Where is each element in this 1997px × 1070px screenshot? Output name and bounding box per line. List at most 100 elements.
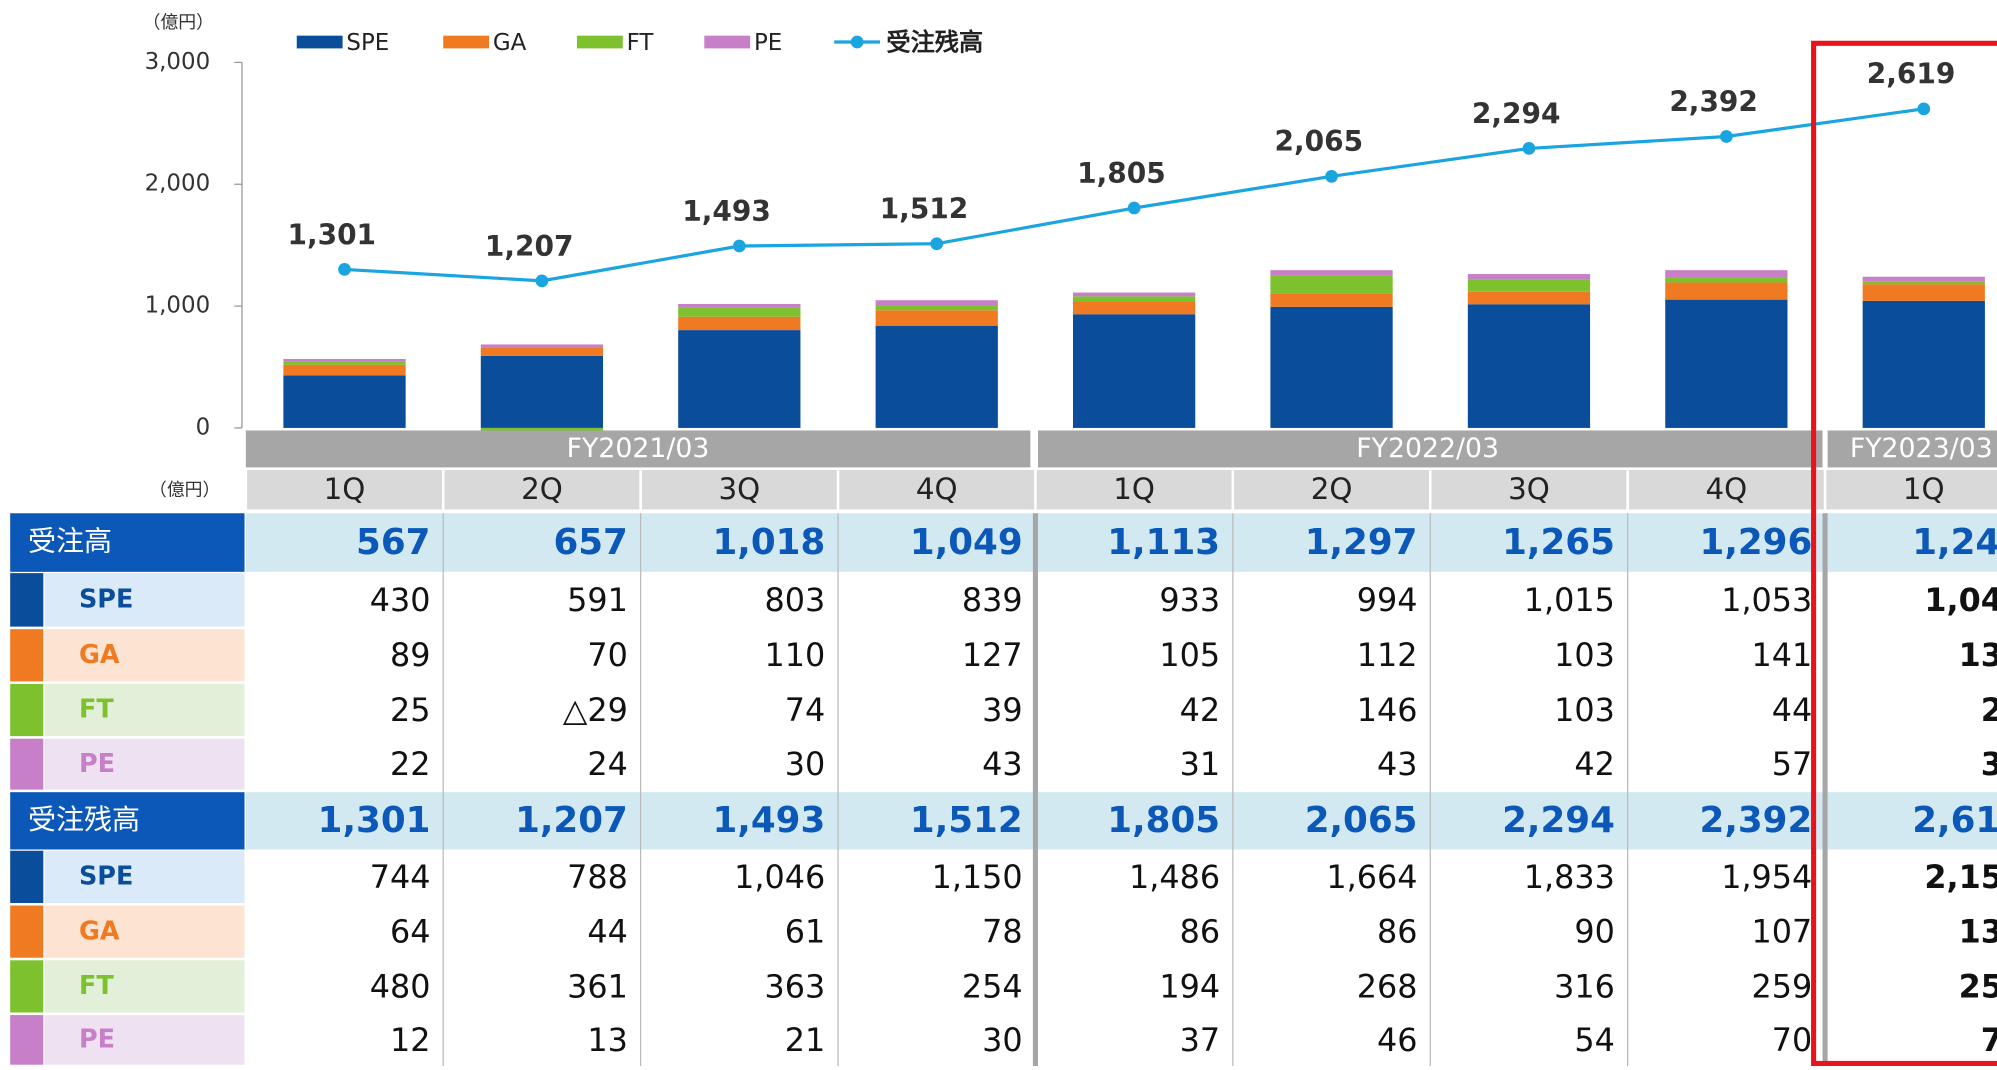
bar — [1862, 281, 1985, 285]
table-cell: 1,493 — [712, 800, 825, 841]
x-tick-label: 3Q — [1508, 472, 1550, 506]
table-cell: 254 — [962, 967, 1023, 1005]
data-label: 1,493 — [682, 195, 771, 228]
line-point — [535, 274, 549, 288]
bar — [1073, 301, 1196, 315]
y-tick-label: 1,000 — [145, 293, 211, 319]
group-header-label: FY2021/03 — [567, 433, 710, 464]
line-point — [1917, 102, 1931, 116]
group-header-label: FY2023/03 — [1850, 433, 1993, 464]
bar — [1270, 270, 1393, 276]
table-cell: 25 — [390, 691, 431, 729]
bar — [480, 355, 604, 428]
data-label: 1,512 — [880, 193, 969, 226]
row-header — [44, 683, 245, 737]
row-header — [44, 850, 245, 903]
table-cell: 1,265 — [1502, 522, 1615, 563]
table-cell: 1,486 — [1129, 858, 1220, 896]
row-header — [10, 513, 245, 572]
x-tick-label: 4Q — [1706, 472, 1748, 506]
data-label: 2,065 — [1275, 125, 1364, 158]
bar — [1467, 279, 1591, 292]
table-cell: 567 — [356, 522, 430, 563]
legend-swatch — [443, 35, 490, 49]
line-point — [930, 237, 944, 251]
bar — [283, 364, 406, 376]
row-strip — [10, 738, 44, 790]
table-cell: 1,297 — [1305, 522, 1418, 563]
table-cell: 1,049 — [910, 522, 1023, 563]
table-cell: 194 — [1159, 967, 1220, 1005]
table-cell: 361 — [567, 967, 628, 1005]
group-header — [1827, 430, 1997, 468]
table-cell: 74 — [785, 691, 826, 729]
table-cell: 39 — [982, 691, 1023, 729]
table-cell: 1,301 — [318, 800, 431, 841]
table-cell: 103 — [1554, 691, 1615, 729]
row-label: SPE — [79, 585, 133, 615]
row-label: SPE — [79, 862, 133, 892]
line-point — [732, 239, 746, 253]
bar — [875, 310, 998, 326]
table-cell: 1,053 — [1721, 581, 1812, 619]
bar — [875, 300, 998, 306]
y-unit: （億円） — [143, 12, 214, 33]
group-header-label: FY2022/03 — [1356, 433, 1499, 464]
bar — [1073, 314, 1196, 428]
bar — [480, 427, 604, 432]
table-cell: 137 — [1959, 636, 1997, 674]
row-strip — [10, 960, 44, 1013]
table-cell: 70 — [1772, 1021, 1813, 1059]
table-cell: 21 — [785, 1021, 826, 1059]
row-label: 受注高 — [28, 525, 112, 558]
table-cell: 1,242 — [1912, 522, 1997, 563]
bar — [1073, 296, 1196, 302]
table-cell: 103 — [1554, 636, 1615, 674]
table-cell: 86 — [1377, 913, 1418, 951]
table-cell: 1,207 — [515, 800, 628, 841]
bar — [1270, 275, 1393, 294]
bar — [1862, 284, 1985, 301]
legend-swatch — [850, 35, 864, 49]
quarter-header — [1234, 469, 1429, 510]
table-cell: 127 — [962, 636, 1023, 674]
quarter-header — [444, 469, 640, 510]
bar — [480, 344, 604, 348]
table-cell: 112 — [1357, 636, 1418, 674]
table-cell: 2,619 — [1912, 800, 1997, 841]
table-cell: 70 — [587, 636, 628, 674]
quarter-header — [1036, 469, 1232, 510]
bar — [678, 316, 801, 331]
table-cell: 2,151 — [1924, 858, 1997, 896]
bar — [283, 375, 406, 428]
table-cell: 1,113 — [1107, 522, 1220, 563]
y-tick-label: 0 — [196, 414, 211, 440]
row-label: FT — [79, 971, 114, 1001]
data-label: 1,301 — [287, 218, 376, 251]
bar — [1270, 306, 1393, 428]
row-header — [44, 629, 245, 682]
legend-swatch — [296, 35, 343, 49]
table-cell: 54 — [1574, 1021, 1615, 1059]
table-cell: 839 — [962, 581, 1023, 619]
bar — [1665, 282, 1788, 300]
row-header — [44, 960, 245, 1013]
table-cell: 42 — [1180, 691, 1221, 729]
bar — [678, 304, 801, 308]
legend-label: SPE — [346, 30, 389, 56]
table-cell: 44 — [587, 913, 628, 951]
table-cell: △29 — [563, 691, 628, 729]
table-cell: 268 — [1357, 967, 1418, 1005]
table-cell: 43 — [982, 745, 1023, 783]
table-cell: 994 — [1357, 581, 1418, 619]
row-strip — [10, 573, 44, 627]
bar — [1665, 299, 1788, 428]
line — [344, 107, 1924, 283]
bar — [678, 307, 801, 317]
bar — [875, 325, 998, 428]
row-strip — [10, 905, 44, 958]
table-cell: 38 — [1981, 745, 1997, 783]
table-cell: 76 — [1981, 1021, 1997, 1059]
table-cell: 90 — [1574, 913, 1615, 951]
